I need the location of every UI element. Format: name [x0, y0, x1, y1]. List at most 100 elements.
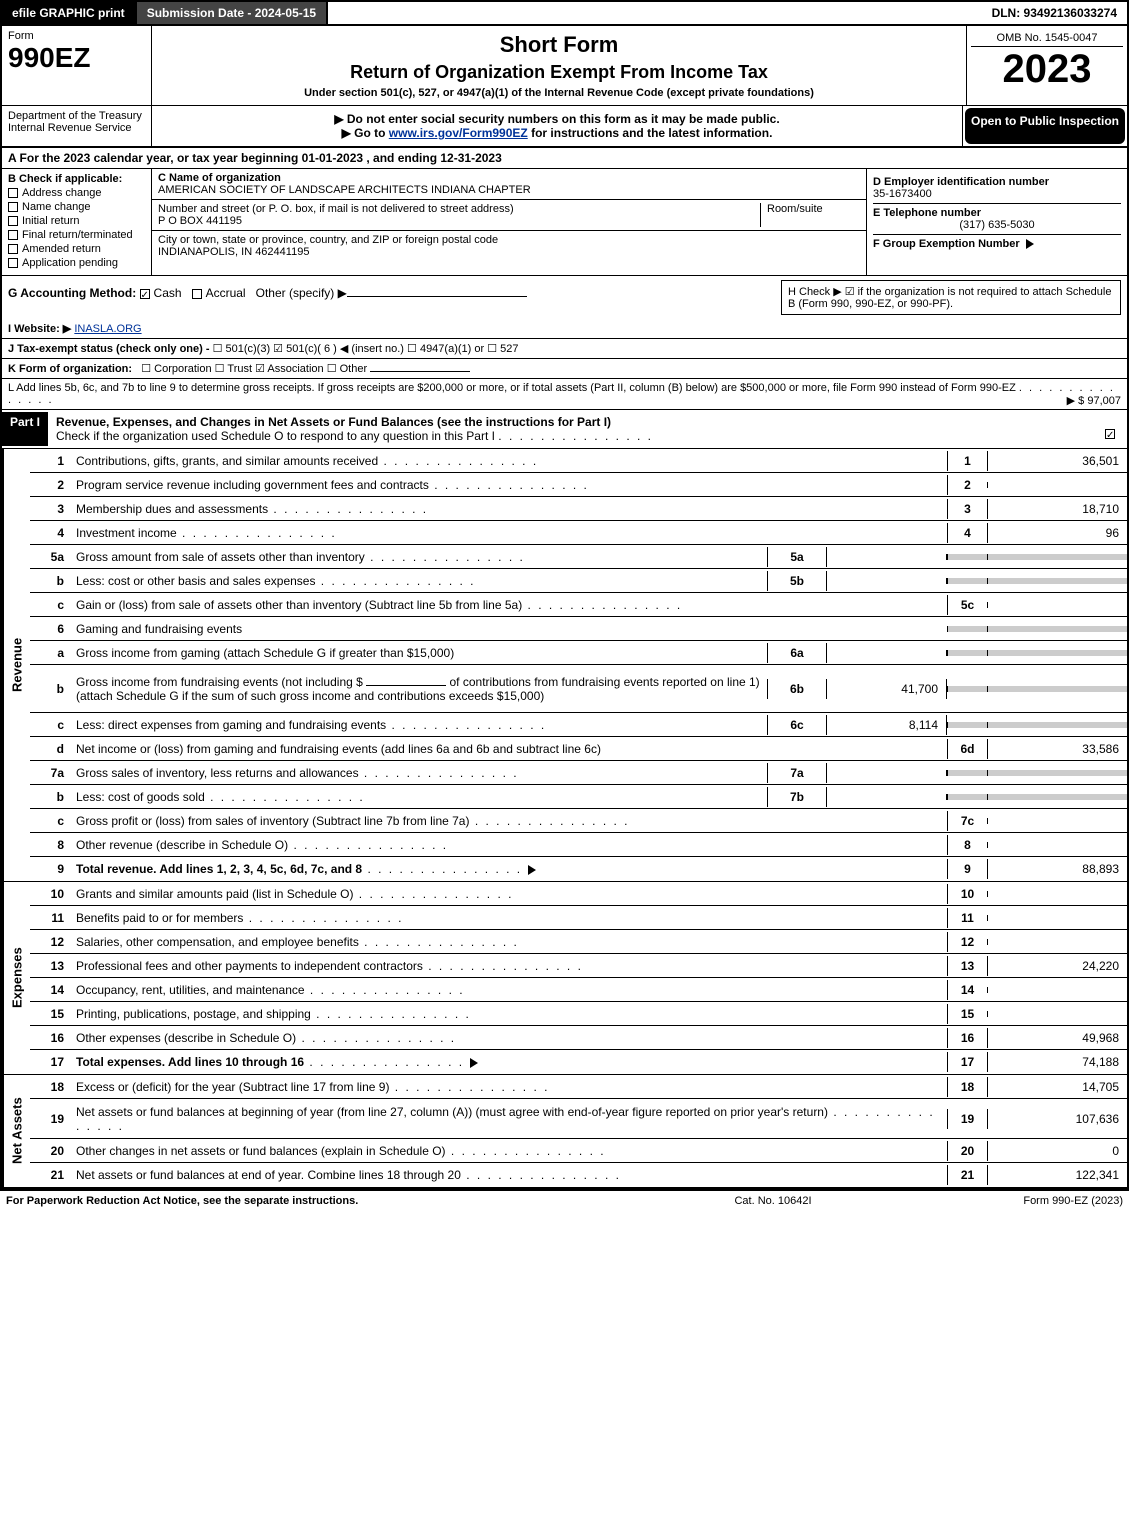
g-other-input[interactable] [347, 296, 527, 297]
paperwork-notice: For Paperwork Reduction Act Notice, see … [6, 1195, 623, 1207]
org-name-row: C Name of organization AMERICAN SOCIETY … [152, 169, 866, 200]
desc: Net income or (loss) from gaming and fun… [70, 739, 947, 759]
dln-label: DLN: 93492136033274 [982, 2, 1127, 24]
val [987, 482, 1127, 488]
submission-date: Submission Date - 2024-05-15 [137, 2, 328, 24]
triangle-icon [470, 1058, 478, 1068]
k-options: ☐ Corporation ☐ Trust ☑ Association ☐ Ot… [141, 363, 367, 375]
cb-name-change[interactable]: Name change [8, 201, 145, 213]
val: 14,705 [987, 1077, 1127, 1097]
mid-val [827, 578, 947, 584]
desc1: Gross income from fundraising events (no… [76, 675, 363, 689]
dots [359, 935, 519, 949]
e-phone: E Telephone number (317) 635-5030 [873, 204, 1121, 235]
cb-accrual[interactable] [192, 289, 202, 299]
cb-application-pending[interactable]: Application pending [8, 257, 145, 269]
line-3: 3Membership dues and assessments318,710 [30, 497, 1127, 521]
column-def: D Employer identification number 35-1673… [867, 169, 1127, 275]
street-label: Number and street (or P. O. box, if mail… [158, 203, 760, 215]
k-other-input[interactable] [370, 371, 470, 372]
val: 33,586 [987, 739, 1127, 759]
triangle-icon [1026, 239, 1034, 249]
val [987, 602, 1127, 608]
form-number: 990EZ [8, 42, 145, 74]
cb-cash[interactable] [140, 289, 150, 299]
line-7a: 7aGross sales of inventory, less returns… [30, 761, 1127, 785]
line-15: 15Printing, publications, postage, and s… [30, 1002, 1127, 1026]
desc: Occupancy, rent, utilities, and maintena… [76, 983, 305, 997]
d-label: D Employer identification number [873, 176, 1121, 188]
cb-amended-return[interactable]: Amended return [8, 243, 145, 255]
desc: Other revenue (describe in Schedule O) [76, 838, 288, 852]
mid-label: 6c [767, 715, 827, 735]
row-l: L Add lines 5b, 6c, and 7b to line 9 to … [0, 379, 1129, 410]
cb-label: Final return/terminated [22, 229, 133, 241]
cb-address-change[interactable]: Address change [8, 187, 145, 199]
net-assets-block: Net Assets 18Excess or (deficit) for the… [0, 1075, 1129, 1189]
line-6c: cLess: direct expenses from gaming and f… [30, 713, 1127, 737]
cb-initial-return[interactable]: Initial return [8, 215, 145, 227]
val [987, 1011, 1127, 1017]
desc: Net assets or fund balances at beginning… [76, 1105, 828, 1119]
mid-val [827, 770, 947, 776]
line-7b: bLess: cost of goods sold7b [30, 785, 1127, 809]
val: 74,188 [987, 1052, 1127, 1072]
line-7c: cGross profit or (loss) from sales of in… [30, 809, 1127, 833]
dots [353, 887, 513, 901]
line-2: 2Program service revenue including gover… [30, 473, 1127, 497]
desc: Professional fees and other payments to … [76, 959, 423, 973]
city-label: City or town, state or province, country… [158, 234, 860, 246]
dots [288, 838, 448, 852]
row-j: J Tax-exempt status (check only one) - ☐… [0, 339, 1129, 359]
dots [461, 1168, 621, 1182]
top-bar-spacer [328, 2, 981, 24]
net-assets-lines: 18Excess or (deficit) for the year (Subt… [30, 1075, 1127, 1187]
cb-final-return[interactable]: Final return/terminated [8, 229, 145, 241]
mid-label: 7a [767, 763, 827, 783]
line-6: 6Gaming and fundraising events [30, 617, 1127, 641]
expenses-block: Expenses 10Grants and similar amounts pa… [0, 882, 1129, 1075]
e-value: (317) 635-5030 [873, 219, 1121, 231]
street-value: P O BOX 441195 [158, 215, 760, 227]
desc: Gaming and fundraising events [70, 619, 947, 639]
cb-schedule-o[interactable] [1105, 429, 1115, 439]
blank-amount[interactable] [366, 685, 446, 686]
instr2-pre: ▶ Go to [342, 126, 389, 140]
dots [305, 983, 465, 997]
e-label: E Telephone number [873, 207, 1121, 219]
form-title-cell: Short Form Return of Organization Exempt… [152, 26, 967, 105]
dots [446, 1144, 606, 1158]
column-b: B Check if applicable: Address change Na… [2, 169, 152, 275]
efile-print-button[interactable]: efile GRAPHIC print [2, 2, 137, 24]
instr2-post: for instructions and the latest informat… [531, 126, 772, 140]
desc: Program service revenue including govern… [76, 478, 429, 492]
form-header: Form 990EZ Short Form Return of Organiza… [0, 26, 1129, 105]
desc: Total expenses. Add lines 10 through 16 [76, 1055, 304, 1069]
line-4: 4Investment income496 [30, 521, 1127, 545]
dots [315, 574, 475, 588]
mid-val [827, 554, 947, 560]
instructions-cell: ▶ Do not enter social security numbers o… [152, 106, 963, 146]
irs-link[interactable]: www.irs.gov/Form990EZ [389, 126, 528, 140]
desc: Excess or (deficit) for the year (Subtra… [76, 1080, 389, 1094]
desc: Less: cost or other basis and sales expe… [76, 574, 315, 588]
g-accounting: G Accounting Method: Cash Accrual Other … [8, 280, 781, 315]
b-heading: B Check if applicable: [8, 173, 145, 185]
tax-year: 2023 [971, 47, 1123, 92]
val: 88,893 [987, 859, 1127, 879]
dots [362, 862, 522, 876]
line-5a: 5aGross amount from sale of assets other… [30, 545, 1127, 569]
cb-label: Address change [22, 187, 102, 199]
form-number-cell: Form 990EZ [2, 26, 152, 105]
cb-label: Amended return [22, 243, 101, 255]
val [987, 842, 1127, 848]
dots [365, 550, 525, 564]
desc: Benefits paid to or for members [76, 911, 243, 925]
h-box: H Check ▶ ☑ if the organization is not r… [781, 280, 1121, 315]
dots [469, 814, 629, 828]
room-suite-label: Room/suite [760, 203, 860, 227]
line-14: 14Occupancy, rent, utilities, and mainte… [30, 978, 1127, 1002]
website-link[interactable]: INASLA.ORG [74, 323, 141, 335]
column-c: C Name of organization AMERICAN SOCIETY … [152, 169, 867, 275]
dots [268, 502, 428, 516]
